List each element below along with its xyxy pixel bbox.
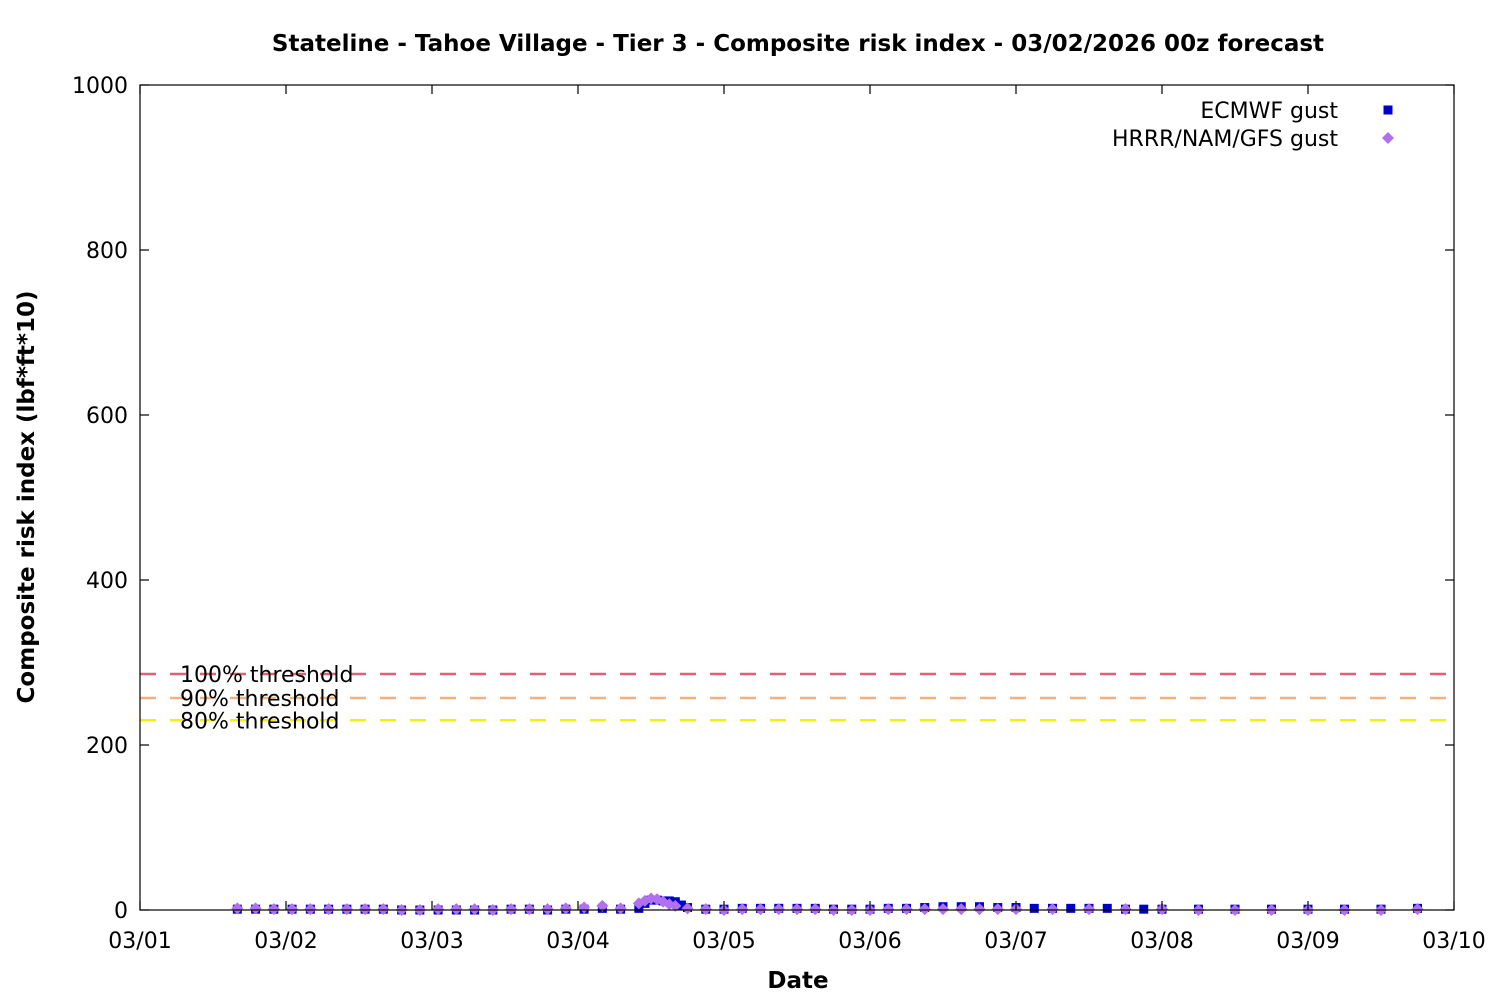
data-point xyxy=(991,903,1004,916)
data-point xyxy=(249,902,262,915)
data-point xyxy=(468,903,481,916)
data-point xyxy=(596,899,609,912)
legend: ECMWF gust HRRR/NAM/GFS gust xyxy=(1112,99,1394,152)
legend-marker xyxy=(1383,105,1393,115)
data-point xyxy=(541,903,554,916)
x-axis-label: Date xyxy=(767,968,828,994)
data-point xyxy=(231,902,244,915)
data-point xyxy=(955,903,968,916)
x-tick-label: 03/02 xyxy=(254,929,317,954)
data-point xyxy=(340,903,353,916)
data-point xyxy=(1066,903,1076,913)
data-point xyxy=(523,903,536,916)
x-tick-label: 03/05 xyxy=(692,929,755,954)
legend-label: HRRR/NAM/GFS gust xyxy=(1112,127,1338,152)
data-point xyxy=(973,903,986,916)
y-tick-label: 200 xyxy=(86,734,128,759)
data-point xyxy=(1102,903,1112,913)
data-point xyxy=(676,900,686,910)
y-tick-label: 1000 xyxy=(72,74,128,99)
threshold-label: 90% threshold xyxy=(180,687,340,712)
data-point xyxy=(1046,903,1059,916)
x-tick-label: 03/06 xyxy=(838,929,901,954)
data-point xyxy=(1139,904,1149,914)
data-point xyxy=(559,902,572,915)
data-point xyxy=(937,903,949,916)
series-hrrr-nam-gfs-gust xyxy=(231,892,1424,916)
data-point xyxy=(322,903,335,916)
threshold-label: 100% threshold xyxy=(180,663,354,688)
data-point xyxy=(736,903,749,916)
data-point xyxy=(772,903,785,916)
x-tick-label: 03/09 xyxy=(1276,929,1339,954)
y-tick-label: 0 xyxy=(114,899,128,924)
data-point xyxy=(359,903,372,916)
data-point xyxy=(377,903,390,916)
legend-label: ECMWF gust xyxy=(1200,99,1338,124)
data-point xyxy=(1119,903,1132,916)
data-point xyxy=(614,902,627,915)
x-tick-label: 03/08 xyxy=(1130,929,1193,954)
plot-frame xyxy=(139,84,1455,911)
x-tick-label: 03/07 xyxy=(984,929,1047,954)
x-tick-label: 03/10 xyxy=(1422,929,1485,954)
chart-title: Stateline - Tahoe Village - Tier 3 - Com… xyxy=(272,31,1324,57)
y-tick-label: 400 xyxy=(86,569,128,594)
data-point xyxy=(267,903,280,916)
data-point xyxy=(1411,903,1424,916)
y-tick-label: 800 xyxy=(86,239,128,264)
y-tick-label: 600 xyxy=(86,404,128,429)
axes: 0 200 400 600 800 1000 03/01 03/02 03/03 03/04 03/… xyxy=(72,74,1486,954)
data-point xyxy=(699,903,712,916)
data-point xyxy=(681,902,694,915)
data-point xyxy=(882,903,895,916)
data-point xyxy=(432,903,445,916)
data-point xyxy=(918,903,931,916)
data-point xyxy=(1083,903,1095,916)
y-axis-label: Composite risk index (lbf*ft*10) xyxy=(14,291,40,704)
data-point xyxy=(450,903,463,916)
threshold-label: 80% threshold xyxy=(180,709,340,734)
data-point xyxy=(304,903,317,916)
data-point xyxy=(791,903,803,916)
x-tick-label: 03/01 xyxy=(108,929,171,954)
legend-marker xyxy=(1382,132,1394,144)
x-tick-label: 03/04 xyxy=(546,929,609,954)
data-point xyxy=(809,903,822,916)
series-ecmwf-gust xyxy=(232,895,1422,915)
x-tick-label: 03/03 xyxy=(400,929,463,954)
data-point xyxy=(669,899,682,912)
data-point xyxy=(286,903,299,916)
data-point xyxy=(900,903,913,916)
data-point xyxy=(754,903,767,916)
data-point xyxy=(505,903,518,916)
data-point xyxy=(1029,903,1039,913)
